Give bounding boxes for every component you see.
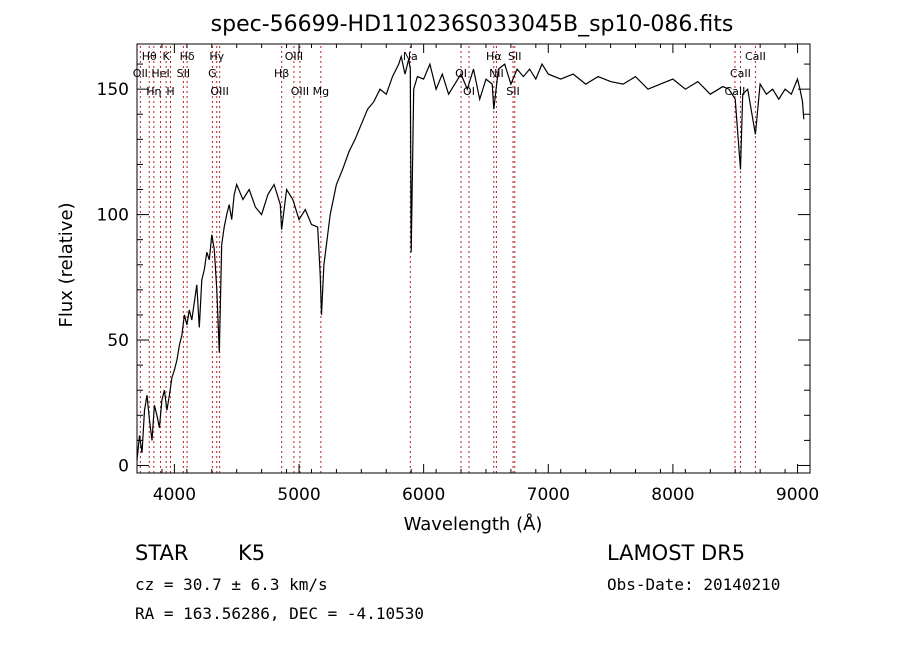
object-class: STAR: [135, 541, 189, 565]
x-tick-label: 9000: [776, 485, 819, 505]
x-tick-label: 7000: [527, 485, 570, 505]
spectral-subclass: K5: [238, 541, 266, 565]
spectral-line-label: OIII: [285, 50, 303, 63]
observation-date: Obs-Date: 20140210: [607, 575, 781, 594]
y-tick-label: 50: [107, 331, 129, 351]
x-tick-label: 6000: [402, 485, 445, 505]
spectral-line-label: Mg: [313, 85, 329, 98]
redshift-readout: cz = 30.7 ± 6.3 km/s: [135, 575, 328, 594]
spectral-line-label: OIII: [210, 85, 228, 98]
plot-frame: [136, 43, 811, 474]
spectral-line-markers: [139, 46, 756, 473]
x-tick-label: 5000: [277, 485, 320, 505]
spectral-line-label: NII: [489, 67, 504, 80]
spectral-line-label: Hα: [486, 50, 502, 63]
survey-name: LAMOST DR5: [607, 541, 746, 565]
coordinates-readout: RA = 163.56286, DEC = -4.10530: [135, 604, 424, 623]
y-tick-label: 150: [97, 80, 129, 100]
spectral-line-label: HeI: [151, 67, 169, 80]
chart-title: spec-56699-HD110236S033045B_sp10-086.fit…: [211, 12, 734, 37]
spectral-line-label: OI: [463, 85, 475, 98]
x-tick-label: 4000: [153, 485, 196, 505]
spectral-line-label: Hβ: [274, 67, 289, 80]
spectral-line-label: CaII: [725, 85, 746, 98]
spectral-line-label: Hη: [146, 85, 161, 98]
y-tick-label: 100: [97, 206, 129, 226]
spectral-line-label: OII: [133, 67, 148, 80]
spectrum-series-line: [136, 54, 805, 461]
spectral-line-label: SII: [506, 85, 519, 98]
spectral-line-label: CaII: [730, 67, 751, 80]
spectral-line-label: CaII: [745, 50, 766, 63]
y-axis-label: Flux (relative): [56, 202, 77, 327]
y-tick-label: 0: [118, 456, 129, 476]
spectral-line-label: Hθ: [142, 50, 157, 63]
spectral-line-label: Hγ: [209, 50, 224, 63]
axes: 4000 5000 6000 7000 8000 9000 0 50 100 150: [97, 44, 819, 505]
x-axis-label: Wavelength (Å): [404, 513, 543, 535]
spectral-line-label: Hδ: [180, 50, 195, 63]
spectral-line-label: SII: [177, 67, 190, 80]
spectral-line-label: OIII: [291, 85, 309, 98]
spectral-line-label: SII: [508, 50, 521, 63]
spectral-line-labels: HθOIIHηKHeIHHδSIIOIIIHγGOIIIOIIIHβMgNaOI…: [133, 50, 766, 98]
spectral-line-label: K: [163, 50, 171, 63]
spectral-line-label: H: [166, 85, 174, 98]
x-tick-label: 8000: [651, 485, 694, 505]
spectral-line-label: Na: [403, 50, 418, 63]
spectral-line-label: G: [208, 67, 217, 80]
